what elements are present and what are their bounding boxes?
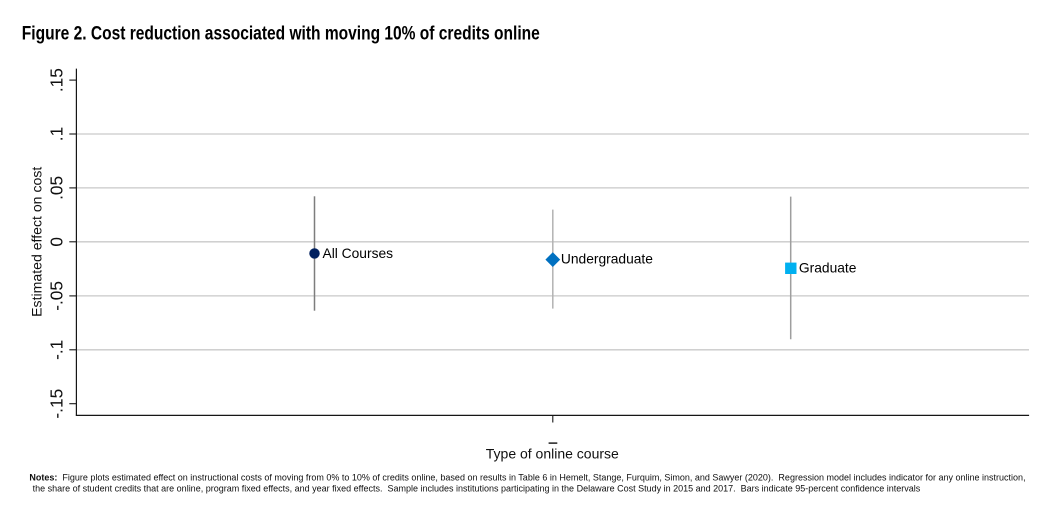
svg-text:Type of online course: Type of online course [486, 445, 619, 461]
svg-text:Figure 2. Cost reduction assoc: Figure 2. Cost reduction associated with… [22, 22, 540, 44]
svg-text:-.1: -.1 [46, 340, 66, 360]
svg-text:Undergraduate: Undergraduate [561, 252, 653, 267]
svg-text:All Courses: All Courses [323, 246, 394, 261]
svg-text:.15: .15 [46, 68, 66, 92]
svg-text:-.05: -.05 [46, 281, 66, 311]
svg-text:.05: .05 [46, 176, 66, 200]
svg-text:Estimated effect on cost: Estimated effect on cost [28, 167, 44, 317]
svg-text:-.15: -.15 [46, 389, 66, 419]
svg-text:Notes: Figure plots estimated: Notes: Figure plots estimated effect on … [29, 472, 1025, 482]
svg-text:Graduate: Graduate [799, 260, 857, 275]
svg-text:0: 0 [46, 237, 66, 247]
svg-text:the share of student credits t: the share of student credits that are on… [33, 483, 921, 493]
svg-text:.1: .1 [46, 127, 66, 141]
